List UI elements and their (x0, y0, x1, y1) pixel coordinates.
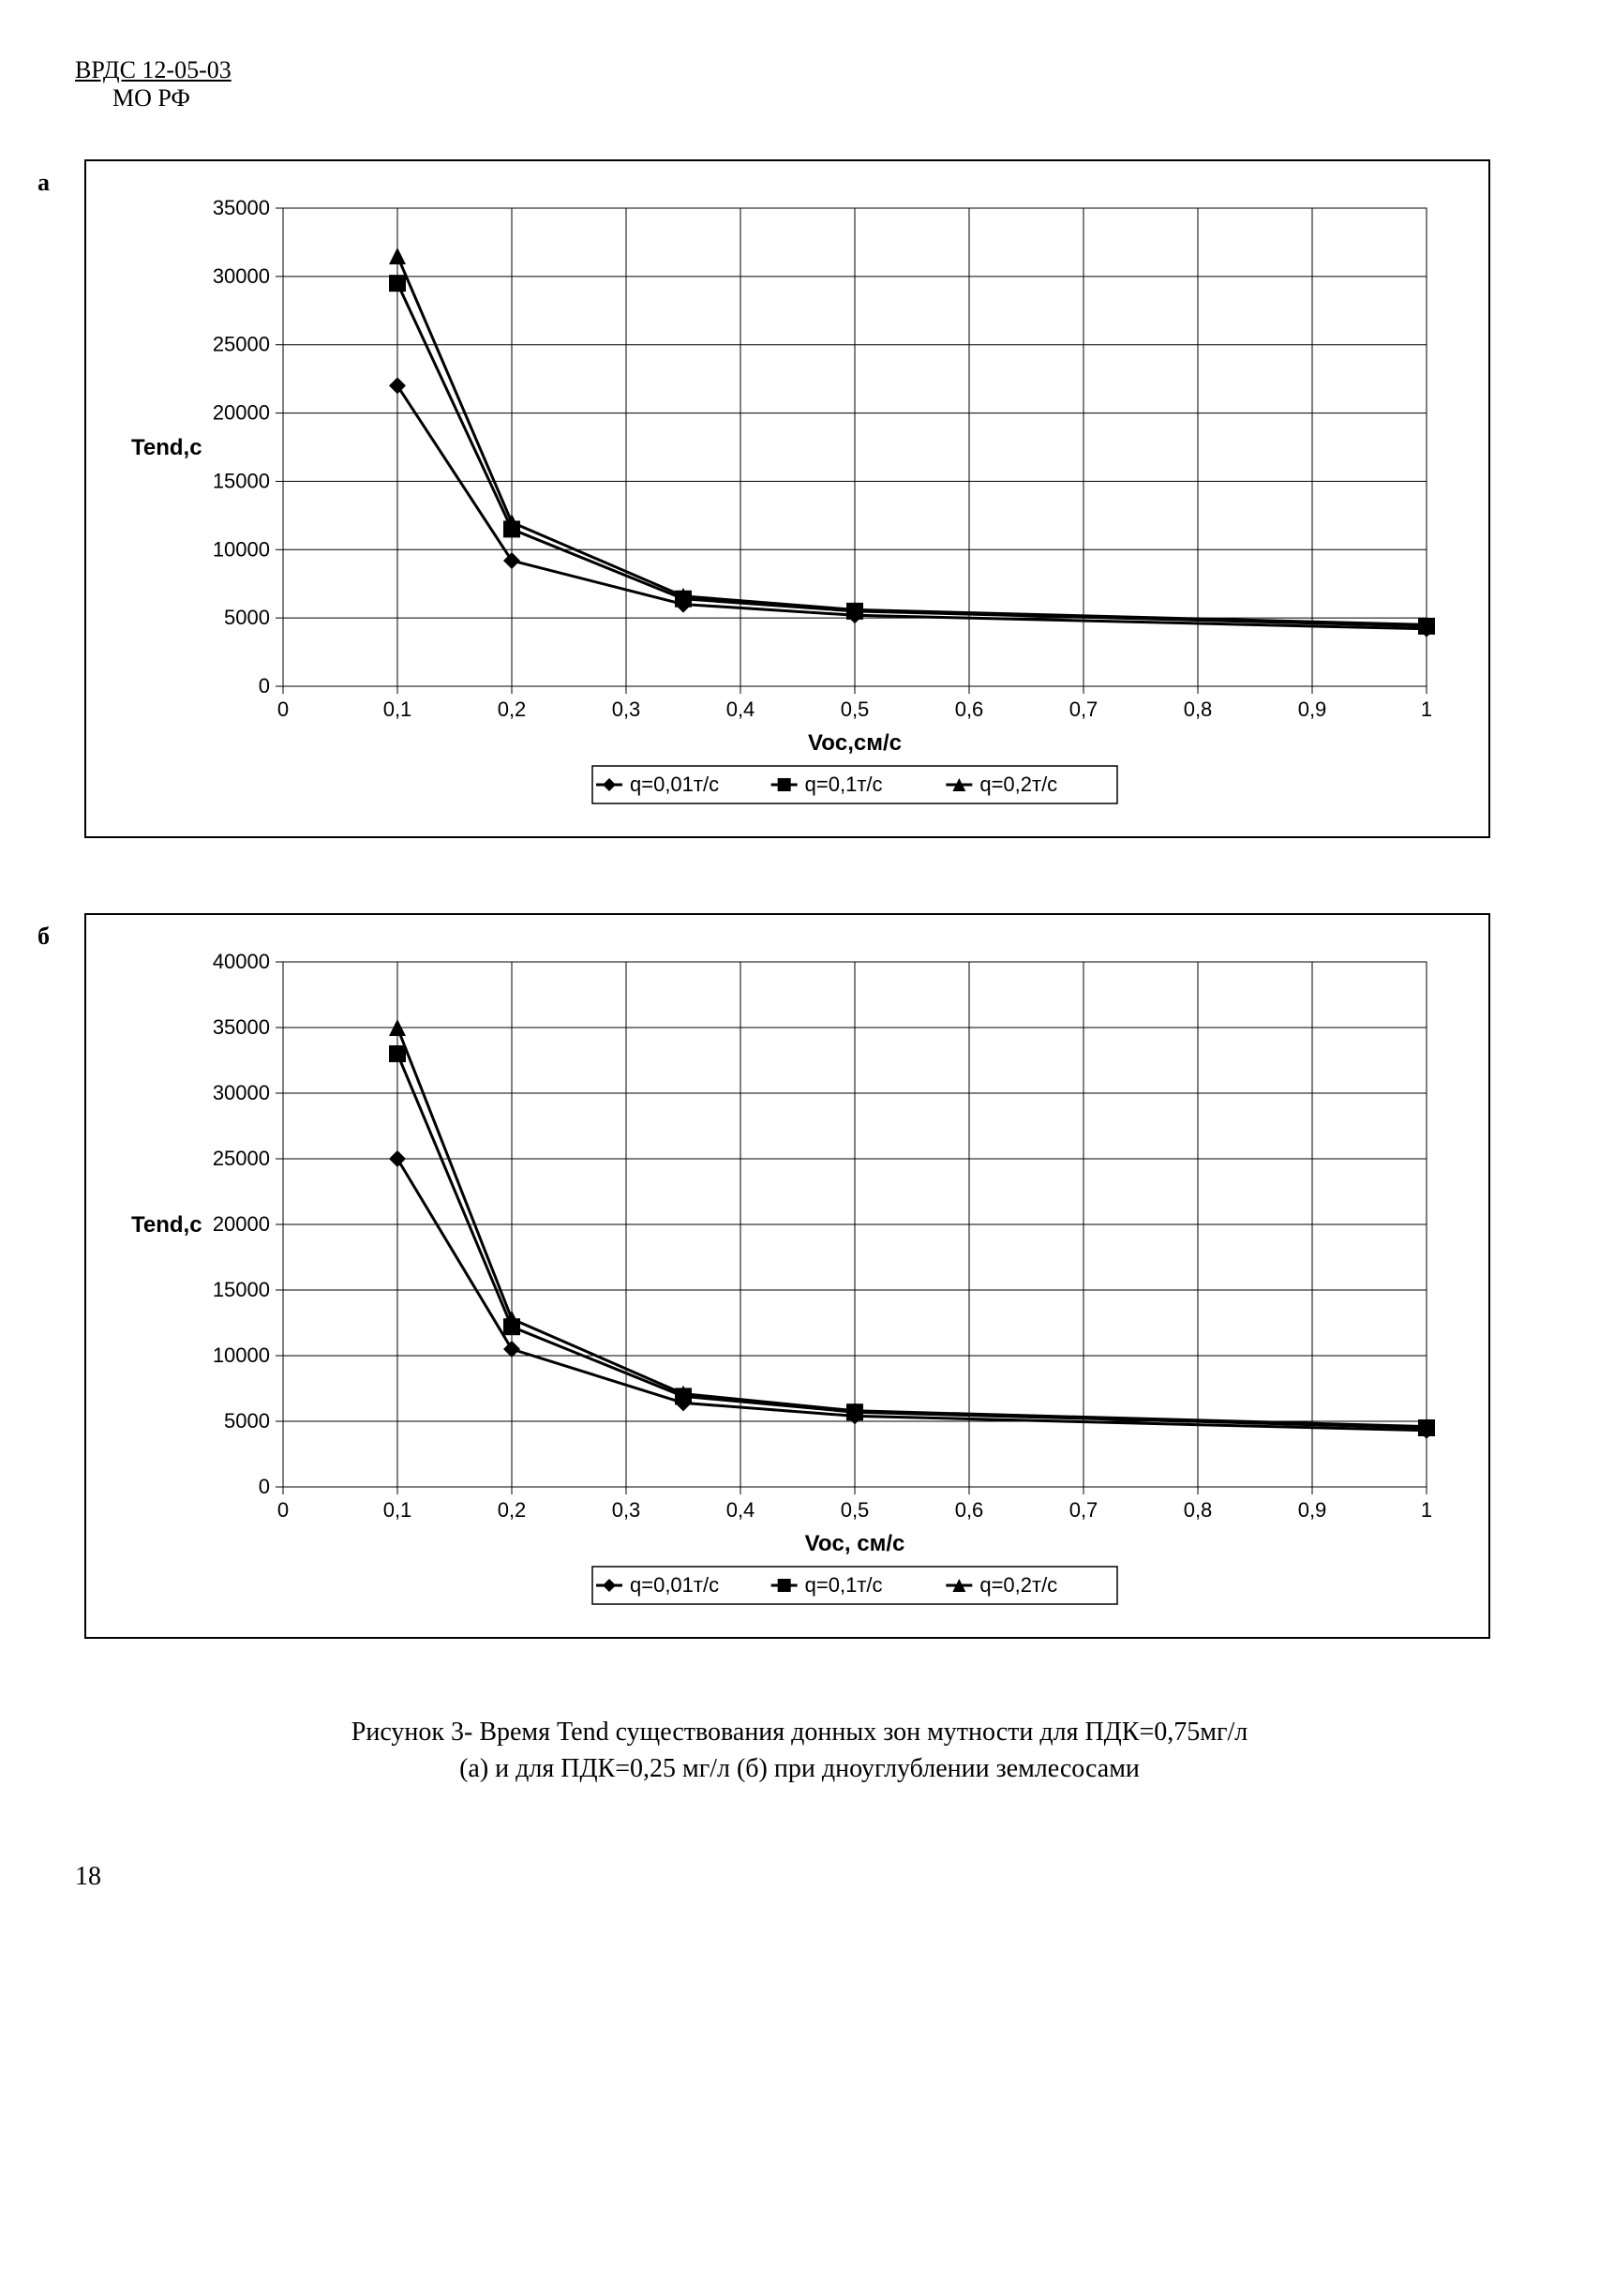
svg-text:0,2: 0,2 (498, 698, 527, 721)
svg-text:0,1: 0,1 (383, 1498, 412, 1522)
svg-text:Voc,см/c: Voc,см/c (808, 730, 902, 756)
svg-text:1: 1 (1421, 1498, 1432, 1522)
svg-text:40000: 40000 (213, 950, 270, 973)
doc-code: ВРДС 12-05-03 (75, 56, 1524, 84)
svg-text:0: 0 (259, 1475, 270, 1498)
svg-text:25000: 25000 (213, 333, 270, 356)
svg-text:0,4: 0,4 (726, 1498, 755, 1522)
svg-text:20000: 20000 (213, 1212, 270, 1236)
svg-text:q=0,2т/c: q=0,2т/c (979, 1573, 1057, 1597)
svg-text:q=0,01т/c: q=0,01т/c (630, 773, 719, 796)
svg-text:30000: 30000 (213, 1081, 270, 1104)
svg-text:30000: 30000 (213, 264, 270, 288)
svg-text:0,5: 0,5 (841, 698, 870, 721)
svg-text:0,1: 0,1 (383, 698, 412, 721)
svg-text:Voc, см/c: Voc, см/c (805, 1531, 905, 1556)
svg-text:0,5: 0,5 (841, 1498, 870, 1522)
chart-svg-a: 0 0,1 0,2 0,3 0,4 0,5 0,6 0,7 0,8 0,9 1 0 5000 10000 1… (114, 189, 1464, 818)
svg-text:Tend,c: Tend,c (131, 1212, 202, 1238)
panel-label-a: а (37, 169, 50, 197)
svg-text:15000: 15000 (213, 469, 270, 492)
svg-text:5000: 5000 (224, 606, 270, 629)
svg-text:35000: 35000 (213, 1015, 270, 1039)
svg-text:0,2: 0,2 (498, 1498, 527, 1522)
svg-text:0,7: 0,7 (1069, 698, 1098, 721)
svg-text:0,7: 0,7 (1069, 1498, 1098, 1522)
svg-text:5000: 5000 (224, 1409, 270, 1433)
svg-text:0,9: 0,9 (1298, 1498, 1327, 1522)
svg-text:0: 0 (277, 1498, 289, 1522)
figure-caption: Рисунок 3- Время Tend существования донн… (75, 1714, 1524, 1787)
svg-text:0,3: 0,3 (612, 1498, 641, 1522)
svg-text:0: 0 (277, 698, 289, 721)
svg-text:0,4: 0,4 (726, 698, 755, 721)
svg-text:0,6: 0,6 (955, 1498, 984, 1522)
page-number: 18 (75, 1862, 1524, 1892)
svg-text:q=0,1т/c: q=0,1т/c (805, 1573, 883, 1597)
panel-label-b: б (37, 923, 50, 951)
svg-text:q=0,1т/c: q=0,1т/c (805, 773, 883, 796)
svg-text:20000: 20000 (213, 401, 270, 425)
svg-text:25000: 25000 (213, 1147, 270, 1170)
svg-text:35000: 35000 (213, 196, 270, 219)
svg-text:0,8: 0,8 (1184, 698, 1213, 721)
svg-text:10000: 10000 (213, 537, 270, 561)
doc-org: МО РФ (75, 84, 1524, 113)
svg-text:10000: 10000 (213, 1343, 270, 1367)
caption-line2: (а) и для ПДК=0,25 мг/л (б) при дноуглуб… (459, 1754, 1140, 1783)
chart-panel-a: а 00,10,20,30,40,50,60,70,80,91050001000… (75, 159, 1524, 838)
caption-line1: Рисунок 3- Время Tend существования донн… (351, 1718, 1248, 1747)
svg-text:q=0,2т/c: q=0,2т/c (979, 773, 1057, 796)
svg-text:1: 1 (1421, 698, 1432, 721)
chart-panel-b: б 00,10,20,30,40,50,60,70,80,91050001000… (75, 913, 1524, 1639)
svg-text:0,9: 0,9 (1298, 698, 1327, 721)
svg-text:q=0,01т/c: q=0,01т/c (630, 1573, 719, 1597)
svg-text:0,3: 0,3 (612, 698, 641, 721)
chart-frame-a: 0 0,1 0,2 0,3 0,4 0,5 0,6 0,7 0,8 0,9 1 0 5000 10000 1… (84, 159, 1490, 838)
svg-text:15000: 15000 (213, 1278, 270, 1301)
chart-frame-b: 0 0,1 0,2 0,3 0,4 0,5 0,6 0,7 0,8 0,9 1 0 5000 10000 1… (84, 913, 1490, 1639)
svg-text:0: 0 (259, 674, 270, 698)
svg-text:0,8: 0,8 (1184, 1498, 1213, 1522)
document-header: ВРДС 12-05-03 МО РФ (75, 56, 1524, 113)
svg-text:0,6: 0,6 (955, 698, 984, 721)
svg-text:Tend,c: Tend,c (131, 435, 202, 460)
chart-svg-b: 0 0,1 0,2 0,3 0,4 0,5 0,6 0,7 0,8 0,9 1 0 5000 10000 1… (114, 943, 1464, 1618)
